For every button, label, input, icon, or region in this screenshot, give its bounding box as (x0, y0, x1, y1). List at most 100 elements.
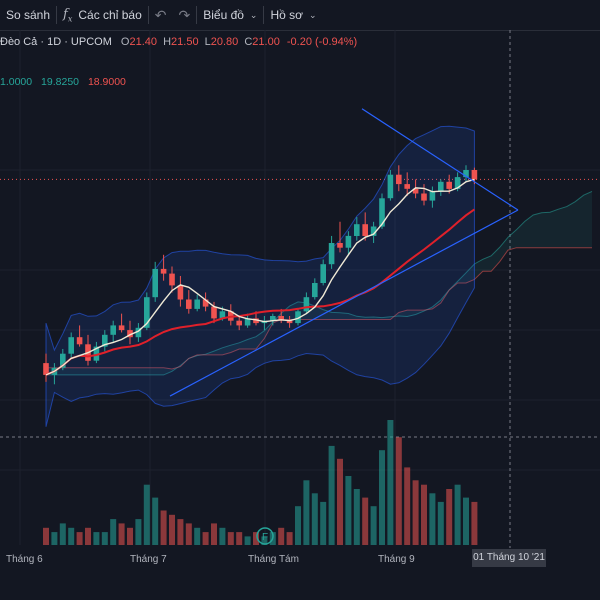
volume-bar (353, 489, 360, 545)
undo-button[interactable]: ↶ (149, 0, 173, 30)
bollinger-band-area (45, 125, 475, 427)
volume-bar (152, 497, 159, 545)
candle-body (396, 174, 402, 185)
chart-type-button[interactable]: Biểu đồ ⌄ (197, 0, 263, 30)
candle-body (328, 243, 335, 265)
volume-bar (244, 536, 251, 545)
candle-body (194, 299, 200, 309)
chevron-down-icon: ⌄ (309, 9, 317, 20)
candle-body (253, 318, 259, 324)
trendlines (169, 108, 519, 397)
candle-body (312, 283, 318, 298)
volume-bar (261, 536, 268, 545)
volume-bar (227, 532, 234, 545)
compare-button[interactable]: So sánh (0, 0, 56, 30)
indicator-legend: 1.0000 19.8250 18.9000 (0, 76, 126, 88)
candle-body (270, 316, 276, 321)
top-toolbar: So sánh fx Các chỉ báo ↶ ↷ Biểu đồ ⌄ Hồ … (0, 0, 600, 31)
volume-bar (253, 532, 259, 545)
volume-bar (362, 497, 369, 545)
high-label: H (163, 36, 172, 48)
indicator-value-2: 19.8250 (41, 76, 80, 88)
resistance-trendline (361, 108, 519, 211)
candle-body (387, 174, 394, 199)
candle-body (219, 311, 226, 319)
ma20-line (45, 208, 475, 376)
candle-body (354, 224, 360, 236)
cloud-span-a (46, 190, 593, 376)
toolbar-divider (56, 6, 58, 24)
indicator-value-1: 1.0000 (0, 76, 33, 88)
ichimoku-cloud (46, 190, 593, 376)
candle-body (43, 363, 49, 375)
candle-body (144, 297, 150, 328)
candle-body (186, 299, 192, 309)
volume-bar (278, 527, 285, 545)
indicators-button[interactable]: fx Các chỉ báo (57, 0, 148, 30)
volume-bar (471, 501, 478, 545)
volume-bar (454, 484, 461, 545)
candle-body (177, 285, 184, 300)
candle-body (337, 243, 343, 248)
low-value: 20.80 (210, 36, 239, 48)
symbol-name: Đèo Cả · 1D · UPCOM (0, 36, 112, 48)
candle-body (68, 337, 74, 354)
volume-bar (463, 497, 469, 545)
crosshair-date-label: 01 Tháng 10 '21 (472, 549, 546, 567)
candle-body (379, 198, 385, 227)
candle-body (169, 273, 175, 286)
earnings-marker-glyph: F (262, 532, 268, 543)
volume-bar (404, 467, 411, 545)
x-axis-label: Tháng Tám (248, 554, 299, 565)
cloud-span-b (46, 247, 592, 370)
toolbar-divider (196, 6, 198, 24)
volume-bar (43, 527, 49, 545)
candle-body (278, 316, 284, 321)
candle-body (412, 188, 419, 194)
open-value: 21.40 (129, 36, 158, 48)
x-axis-label: Tháng 9 (378, 554, 415, 565)
chart-type-label: Biểu đồ (203, 8, 244, 22)
volume-bar (219, 527, 226, 545)
redo-button[interactable]: ↷ (172, 0, 196, 30)
candle-body (303, 297, 310, 312)
volume-bar (135, 519, 142, 545)
volume-bar (110, 519, 117, 545)
volume-bar (387, 420, 394, 545)
volume-bar (295, 506, 301, 545)
close-value: 21.00 (252, 36, 280, 48)
candle-body (404, 184, 410, 189)
candle-body (76, 337, 83, 345)
volume-bar (437, 501, 444, 545)
volume-bar (118, 523, 125, 545)
change-value: -0.20 (-0.94%) (286, 36, 358, 48)
candle-body (152, 268, 158, 298)
candle-body (345, 235, 352, 248)
volume-bar (177, 519, 184, 545)
candle-body (463, 170, 469, 178)
candle-body (429, 191, 436, 201)
candle-body (320, 264, 326, 283)
volume-bar (236, 532, 243, 545)
volume-bar (446, 489, 453, 545)
redo-icon: ↷ (178, 6, 191, 23)
candle-body (60, 353, 66, 368)
volume-bar (194, 527, 201, 545)
support-trendline (169, 209, 519, 397)
volume-bars (43, 420, 478, 545)
earnings-marker-icon (256, 527, 274, 545)
indicator-value-3: 18.9000 (87, 76, 126, 88)
volume-bar (421, 484, 427, 545)
candle-body (244, 318, 251, 326)
candle-body (211, 306, 217, 319)
low-label: L (204, 36, 211, 48)
chart-grid (0, 30, 600, 548)
close-label: C (244, 36, 253, 48)
profile-button[interactable]: Hồ sơ ⌄ (264, 0, 322, 30)
volume-bar (345, 476, 352, 545)
volume-bar (286, 532, 293, 545)
candle-body (471, 170, 478, 180)
candle-body (118, 325, 125, 331)
toolbar-divider (147, 6, 149, 24)
